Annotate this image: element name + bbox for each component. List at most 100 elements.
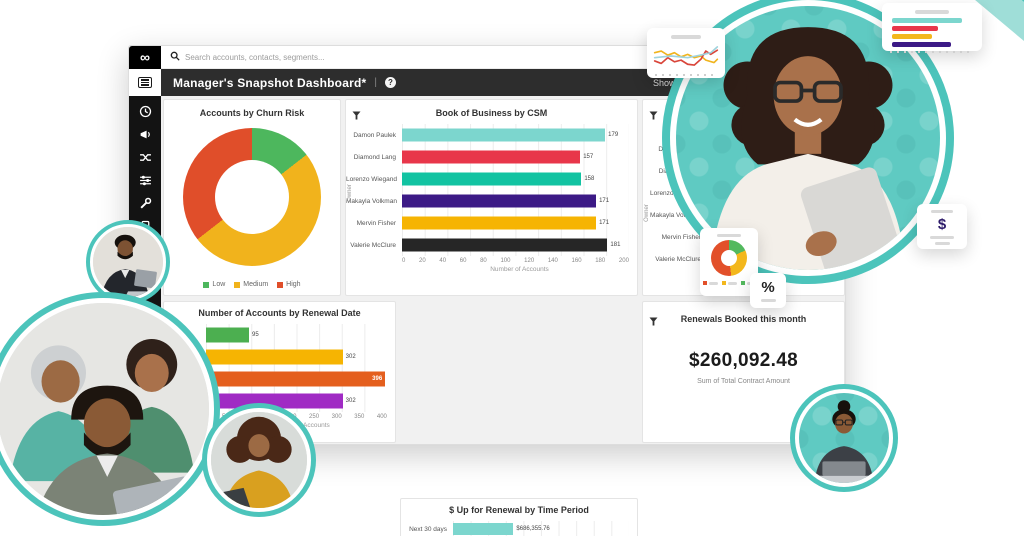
search-input[interactable] [185,52,485,62]
placeholder-line [760,299,776,302]
widget-usd-up-for-renewal: $ Up for Renewal by Time Period Next 30 … [400,498,638,536]
bar-row: Damon Paulek 179 [346,124,637,146]
axis-tick: 140 [547,258,558,264]
mini-bar-chart [892,18,972,47]
y-axis-label: Owner [347,184,353,202]
churnzero-logo[interactable]: ∞ [129,45,161,69]
show-dropdown[interactable]: Show [653,78,676,88]
photo-woman-at-laptop [790,384,898,492]
mini-bar [892,18,963,23]
placeholder-line [931,210,953,213]
placeholder-line [930,236,954,239]
axis-tick: 350 [354,414,365,420]
bar-value-label: 179 [608,132,619,138]
bar-plot-area: 396 [206,368,387,390]
axis-tick: 100 [500,258,511,264]
hamburger-icon [138,77,152,88]
mini-donut-chart-card [700,228,758,296]
axis-tick: 180 [595,258,606,264]
bar[interactable] [206,327,249,343]
bar[interactable] [402,216,597,230]
bar-plot-area: 181 [402,234,629,256]
percent-icon: % [761,279,775,296]
mini-axis-ticks [655,74,717,76]
mini-line-chart [653,46,719,66]
bar[interactable] [206,393,343,409]
x-axis-ticks: 0 20 40 60 80 100 120 140 160 180 200 [402,258,629,264]
widget-accounts-by-churn-risk: Accounts by Churn Risk Low Medium High [163,99,341,296]
bar-value-label: 95 [251,332,259,338]
bar-value-label: 302 [345,354,356,360]
bar[interactable] [206,371,386,387]
percent-metric-card: % [750,273,786,308]
help-icon[interactable]: ? [384,77,396,88]
axis-tick: 40 [439,258,447,264]
filter-icon[interactable] [649,107,658,125]
bar-category-label: Makayla Volkman [650,211,701,219]
bar-row: Mervin Fisher [643,226,844,248]
photo-team-collaboration [0,292,220,526]
axis-tick: 20 [419,258,426,264]
megaphone-icon[interactable] [138,127,152,141]
bar-category-label: Diamond Lang [353,153,396,161]
search-icon [170,48,180,66]
kpi-value: $260,092.48 [689,350,798,371]
photo-man-at-laptop [86,220,170,304]
bar-value-label: $686,355.76 [516,526,550,532]
photo-woman-with-tablet [662,0,954,284]
bar-row: Next 30 days $686,355.76 [401,521,637,536]
mini-line-chart-card [647,28,725,78]
placeholder-title-bar [717,234,741,237]
bar-category-label: Damon Paulek [353,131,396,139]
bar[interactable] [402,128,606,142]
bar-category-label: Mervin Fisher [356,219,396,227]
bar[interactable] [402,150,581,164]
bar-category-label: Makayla Volkman [346,197,397,205]
mini-bar-chart-card [882,3,982,53]
bar-value-label: 396 [372,376,383,382]
axis-tick: 80 [480,258,487,264]
bar[interactable] [402,172,582,186]
mini-donut-chart [711,240,747,276]
bar-plot-area: $686,355.76 [453,521,629,536]
axis-tick: 250 [309,414,320,420]
bar[interactable] [453,523,514,535]
clock-icon[interactable] [138,104,152,118]
mini-bar [892,26,939,31]
churn-risk-donut-chart[interactable] [183,128,321,266]
sliders-icon[interactable] [138,173,152,187]
axis-tick: 300 [331,414,342,420]
chart-legend: Low Medium High [164,281,340,288]
mini-legend-item [702,281,718,285]
shuffle-icon[interactable] [138,150,152,164]
bar-category-label: Lorenzo Wiegand [346,175,397,183]
bar[interactable] [402,238,608,252]
bar-category-label: Valerie McClure [655,255,701,263]
bar[interactable] [402,194,597,208]
bar-plot-area: 179 [402,124,629,146]
bar-value-label: 158 [584,176,595,182]
bar-value-label: 171 [599,220,610,226]
widget-title: Number of Accounts by Renewal Date [198,308,361,318]
placeholder-title-bar [915,10,949,14]
bar[interactable] [206,349,343,365]
title-separator: | [374,77,377,88]
kpi-subtitle: Sum of Total Contract Amount [697,378,790,385]
bar-value-label: 157 [583,154,594,160]
wrench-icon[interactable] [138,196,152,210]
menu-button[interactable] [129,69,161,96]
mini-bar [892,34,932,39]
axis-tick: 0 [402,258,406,264]
axis-tick: 160 [571,258,582,264]
filter-icon[interactable] [649,313,658,331]
mini-axis-ticks [890,51,974,53]
bar-plot-area: 302 [206,346,387,368]
filter-icon[interactable] [352,107,361,125]
bar-row: Makayla Volkman [643,204,844,226]
axis-tick: 200 [618,258,629,264]
mini-bar [892,42,952,47]
bar-value-label: 181 [610,242,621,248]
dollar-metric-card: $ [917,204,967,249]
widget-title: Accounts by Churn Risk [199,108,305,118]
